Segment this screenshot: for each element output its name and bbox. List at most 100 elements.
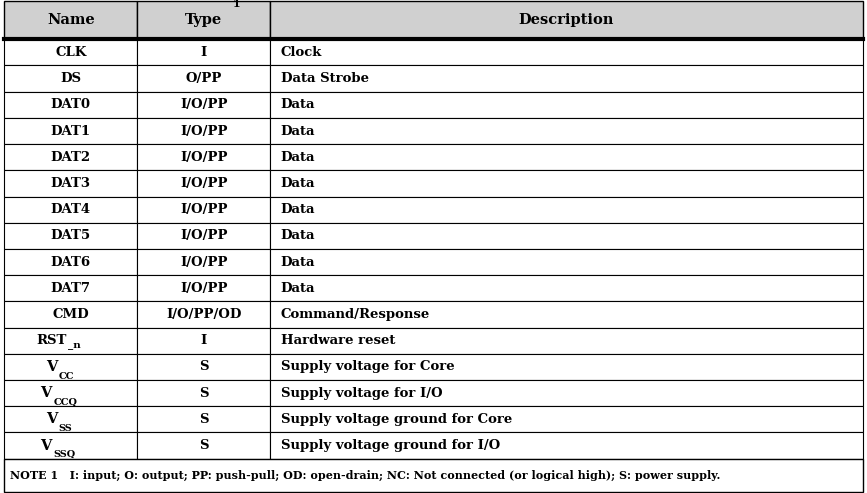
Text: Clock: Clock (281, 46, 323, 59)
Bar (271, 432, 863, 458)
Bar (137, 1, 271, 39)
Bar (271, 380, 863, 406)
Text: Data: Data (281, 177, 316, 190)
Text: DAT5: DAT5 (51, 229, 91, 243)
Text: I: I (201, 334, 207, 347)
Text: V: V (46, 360, 57, 374)
Text: I/O/PP: I/O/PP (180, 229, 228, 243)
Text: Description: Description (518, 13, 614, 27)
Text: I/O/PP: I/O/PP (180, 177, 228, 190)
Text: I/O/PP: I/O/PP (180, 151, 228, 164)
Text: CC: CC (59, 372, 75, 381)
Text: DS: DS (61, 72, 81, 85)
Bar (137, 92, 271, 118)
Bar (271, 92, 863, 118)
Bar (137, 118, 271, 144)
Bar (137, 275, 271, 301)
Bar (271, 275, 863, 301)
Bar (271, 170, 863, 197)
Text: Supply voltage ground for Core: Supply voltage ground for Core (281, 413, 512, 426)
Bar (137, 66, 271, 92)
Text: Data: Data (281, 203, 316, 216)
Text: I/O/PP: I/O/PP (180, 98, 228, 111)
Text: DAT2: DAT2 (51, 151, 91, 164)
Bar (4, 66, 137, 92)
Bar (4, 458, 863, 492)
Bar (4, 432, 137, 458)
Bar (4, 223, 137, 249)
Text: I/O/PP: I/O/PP (180, 203, 228, 216)
Bar (271, 223, 863, 249)
Text: V: V (41, 438, 52, 453)
Bar (4, 118, 137, 144)
Text: Data: Data (281, 255, 316, 269)
Text: CMD: CMD (53, 308, 89, 321)
Bar (271, 327, 863, 354)
Text: Data: Data (281, 229, 316, 243)
Text: DAT4: DAT4 (51, 203, 91, 216)
Bar (4, 170, 137, 197)
Bar (4, 92, 137, 118)
Bar (137, 354, 271, 380)
Text: NOTE 1   I: input; O: output; PP: push-pull; OD: open-drain; NC: Not connected (: NOTE 1 I: input; O: output; PP: push-pul… (10, 470, 720, 481)
Bar (4, 249, 137, 275)
Text: I/O/PP: I/O/PP (180, 255, 228, 269)
Text: Data: Data (281, 125, 316, 138)
Text: Supply voltage ground for I/O: Supply voltage ground for I/O (281, 439, 500, 452)
Text: V: V (41, 386, 52, 400)
Bar (271, 354, 863, 380)
Text: V: V (46, 412, 57, 426)
Bar (271, 301, 863, 327)
Text: O/PP: O/PP (186, 72, 222, 85)
Bar (137, 406, 271, 432)
Text: _n: _n (68, 340, 81, 349)
Text: Command/Response: Command/Response (281, 308, 430, 321)
Text: Type: Type (186, 13, 223, 27)
Bar (271, 197, 863, 223)
Text: RST: RST (36, 334, 67, 347)
Bar (137, 170, 271, 197)
Bar (271, 118, 863, 144)
Text: 1: 1 (232, 0, 240, 9)
Text: S: S (199, 413, 209, 426)
Bar (137, 249, 271, 275)
Bar (4, 144, 137, 170)
Text: Data Strobe: Data Strobe (281, 72, 368, 85)
Bar (4, 380, 137, 406)
Bar (271, 1, 863, 39)
Text: DAT7: DAT7 (51, 282, 91, 295)
Bar (4, 406, 137, 432)
Text: SS: SS (59, 424, 73, 433)
Text: SSQ: SSQ (54, 450, 75, 459)
Text: Supply voltage for Core: Supply voltage for Core (281, 360, 454, 373)
Bar (4, 197, 137, 223)
Text: S: S (199, 439, 209, 452)
Text: DAT0: DAT0 (51, 98, 91, 111)
Text: DAT3: DAT3 (51, 177, 91, 190)
Bar (137, 223, 271, 249)
Text: Data: Data (281, 282, 316, 295)
Bar (137, 39, 271, 66)
Bar (271, 144, 863, 170)
Bar (137, 327, 271, 354)
Text: S: S (199, 387, 209, 400)
Text: Data: Data (281, 151, 316, 164)
Bar (137, 301, 271, 327)
Text: I/O/PP/OD: I/O/PP/OD (166, 308, 242, 321)
Bar (137, 144, 271, 170)
Text: Hardware reset: Hardware reset (281, 334, 395, 347)
Bar (4, 39, 137, 66)
Bar (4, 327, 137, 354)
Bar (137, 197, 271, 223)
Text: I/O/PP: I/O/PP (180, 125, 228, 138)
Bar (4, 1, 137, 39)
Bar (4, 275, 137, 301)
Text: Supply voltage for I/O: Supply voltage for I/O (281, 387, 442, 400)
Text: I: I (201, 46, 207, 59)
Text: I/O/PP: I/O/PP (180, 282, 228, 295)
Bar (271, 66, 863, 92)
Bar (271, 406, 863, 432)
Bar (4, 354, 137, 380)
Text: DAT1: DAT1 (51, 125, 91, 138)
Bar (271, 249, 863, 275)
